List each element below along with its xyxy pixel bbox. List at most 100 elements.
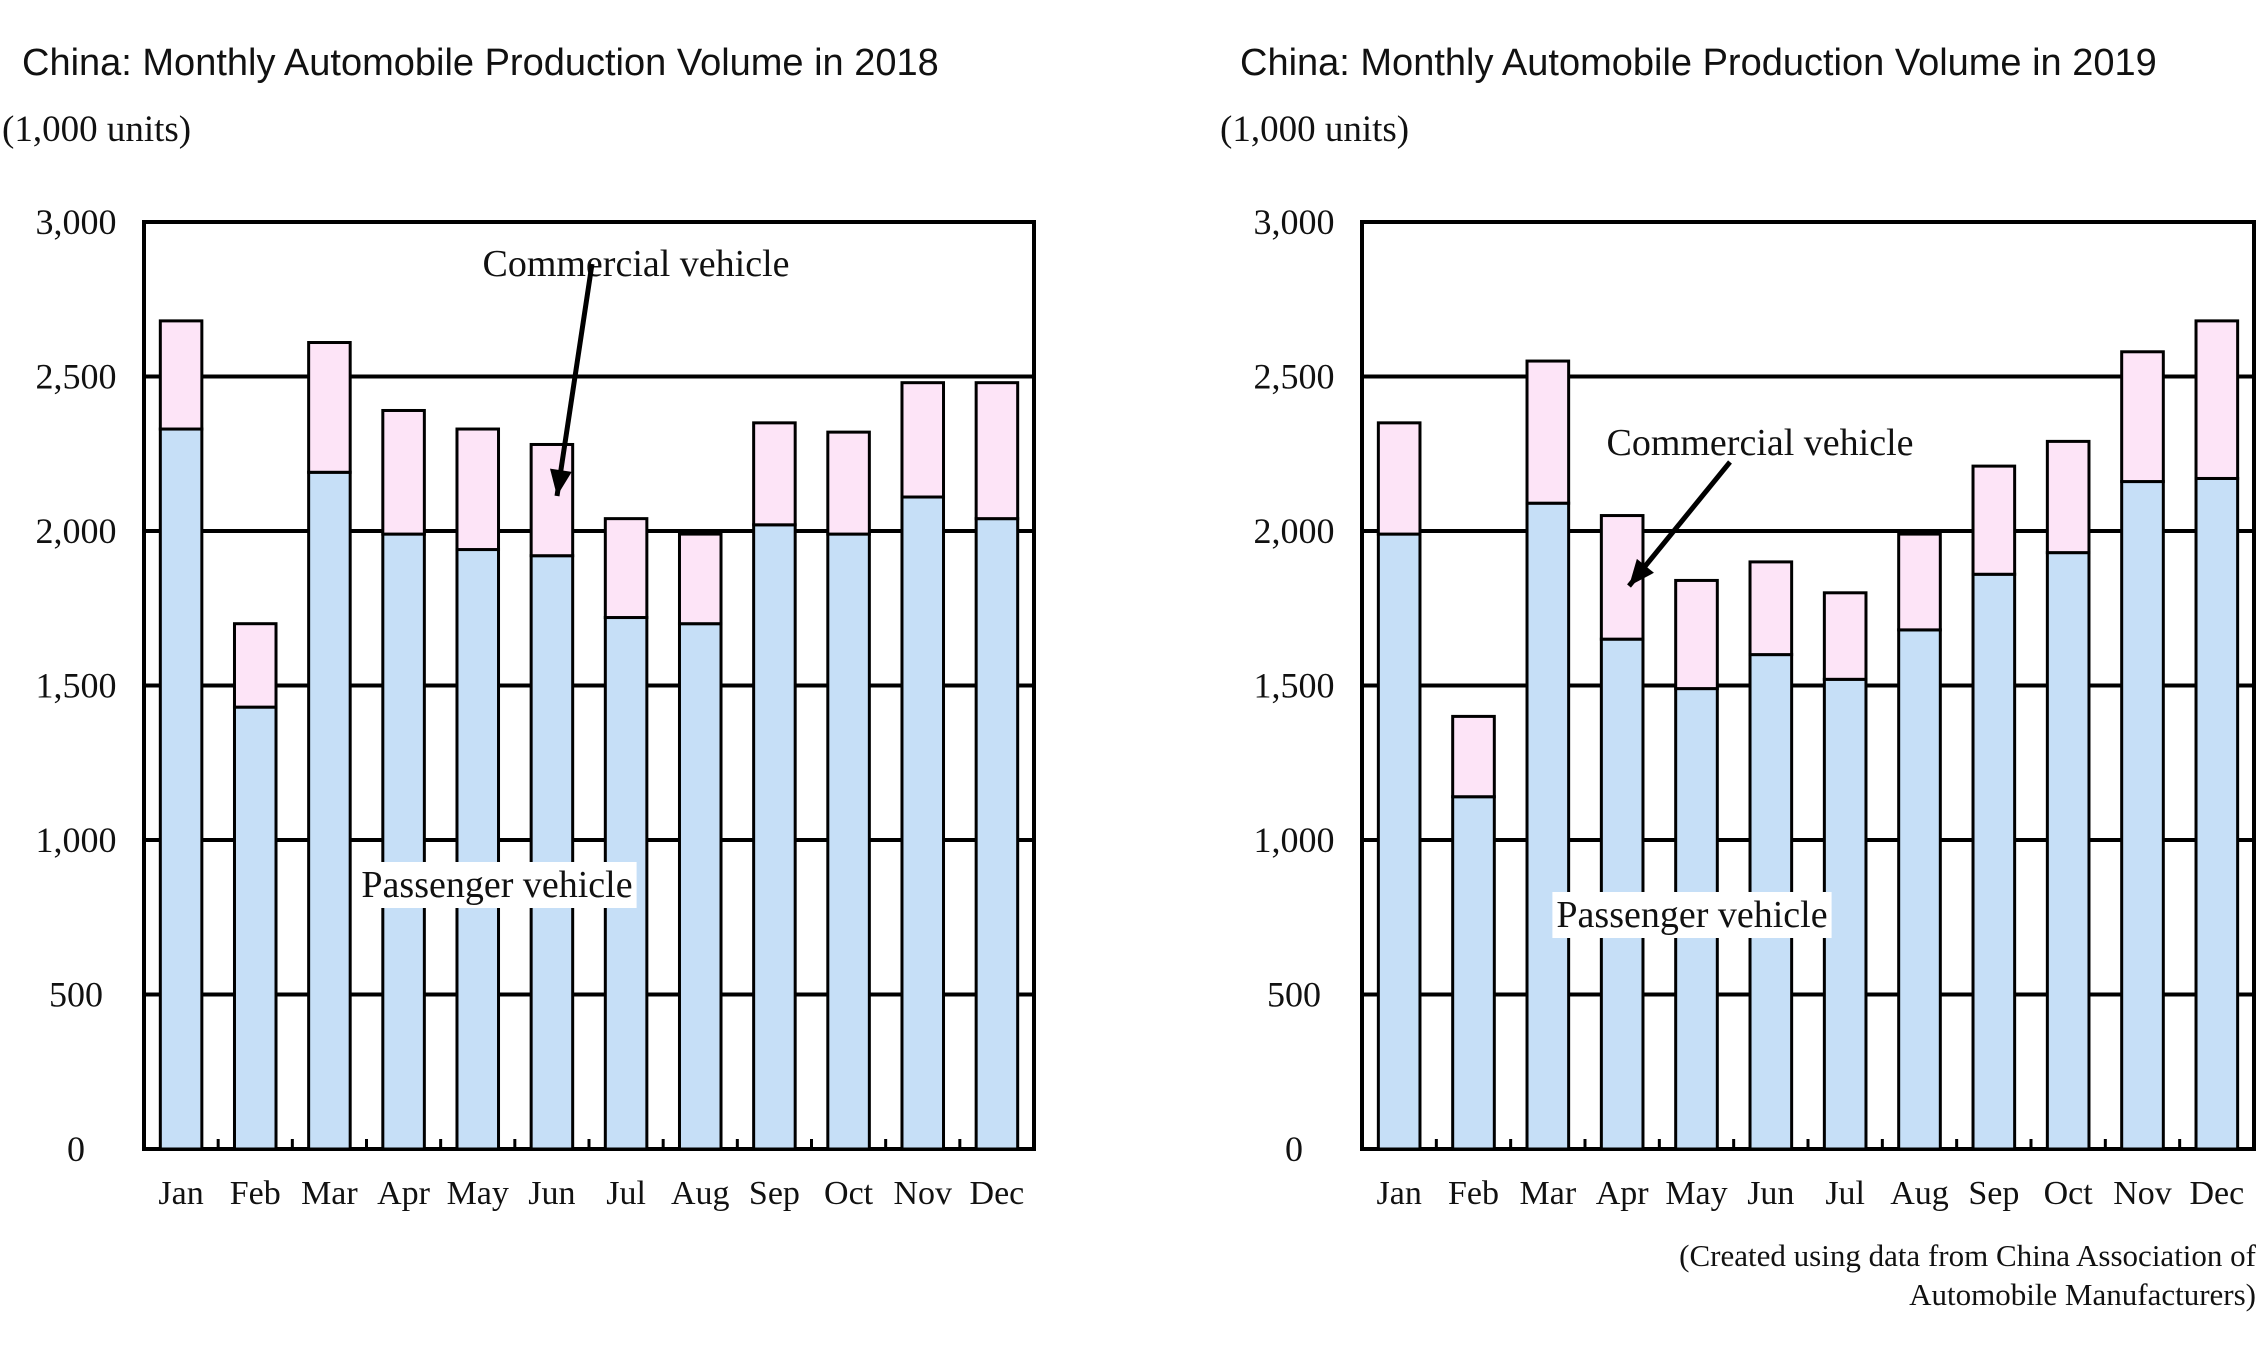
bar-commercial-2019 — [1451, 714, 1496, 799]
bar-commercial-2019 — [1897, 532, 1942, 632]
bar-commercial-2019 — [1525, 359, 1571, 505]
x-tick-label-2018: Oct — [824, 1175, 874, 1212]
annotation-passenger-bg-2019 — [1552, 892, 1832, 938]
bar-commercial-2018 — [455, 427, 501, 552]
bar-passenger-2018 — [232, 705, 278, 1151]
bar-passenger-2018 — [158, 427, 204, 1151]
x-tick-label-2018: Sep — [749, 1175, 800, 1212]
bar-commercial-2018 — [677, 532, 723, 626]
y-tick-label-2019: 3,000 — [1254, 202, 1335, 242]
y-tick-label-2018: 0 — [67, 1129, 85, 1169]
y-tick-label-2019: 2,000 — [1254, 511, 1335, 551]
bar-commercial-2018 — [603, 517, 649, 620]
bar-commercial-2018 — [232, 622, 278, 709]
bar-passenger-2019 — [1376, 532, 1422, 1151]
bar-passenger-2018 — [677, 622, 723, 1151]
y-tick-label-2019: 1,500 — [1254, 666, 1335, 706]
bar-commercial-2019 — [1599, 514, 1645, 641]
bar-passenger-2019 — [2120, 480, 2165, 1151]
bar-commercial-2019 — [2120, 350, 2165, 484]
bar-passenger-2018 — [826, 532, 871, 1151]
bar-commercial-2018 — [529, 442, 575, 558]
annotation-passenger-2019: Passenger vehicle — [1556, 894, 1827, 936]
x-tick-label-2018: Dec — [970, 1175, 1025, 1212]
bar-passenger-2018 — [455, 548, 501, 1151]
y-tick-label-2018: 500 — [49, 975, 103, 1015]
source-note: (Created using data from China Associati… — [1679, 1236, 2256, 1314]
x-tick-label-2019: Aug — [1890, 1175, 1949, 1212]
bar-commercial-2019 — [1376, 421, 1422, 536]
x-tick-label-2018: Apr — [377, 1175, 431, 1212]
y-tick-label-2019: 2,500 — [1254, 357, 1335, 397]
bar-commercial-2018 — [158, 319, 204, 431]
bar-commercial-2019 — [1748, 560, 1794, 657]
chart-title-2018: China: Monthly Automobile Production Vol… — [22, 42, 939, 84]
y-tick-label-2018: 2,500 — [36, 357, 117, 397]
x-tick-label-2018: May — [447, 1175, 509, 1212]
bar-passenger-2018 — [381, 532, 426, 1151]
x-tick-label-2018: Aug — [671, 1175, 730, 1212]
x-tick-label-2019: Nov — [2113, 1175, 2172, 1212]
bar-passenger-2019 — [2045, 551, 2091, 1151]
bar-passenger-2018 — [307, 470, 352, 1151]
x-tick-label-2019: Feb — [1448, 1175, 1499, 1212]
bar-commercial-2018 — [752, 421, 797, 527]
bar-passenger-2019 — [1897, 628, 1942, 1151]
x-tick-label-2019: Mar — [1520, 1175, 1577, 1212]
bar-commercial-2018 — [381, 408, 426, 536]
annotation-arrow-head-2018 — [550, 468, 572, 496]
x-tick-label-2018: Mar — [301, 1175, 358, 1212]
bar-commercial-2019 — [1674, 578, 1719, 691]
bar-passenger-2019 — [1971, 572, 2017, 1151]
x-tick-label-2019: Dec — [2189, 1175, 2244, 1212]
bar-passenger-2019 — [2194, 476, 2240, 1151]
y-tick-label-2018: 1,000 — [36, 820, 117, 860]
y-tick-label-2019: 0 — [1285, 1129, 1303, 1169]
bar-passenger-2018 — [900, 495, 946, 1151]
annotation-passenger-2018: Passenger vehicle — [361, 864, 632, 906]
x-tick-label-2019: Oct — [2044, 1175, 2094, 1212]
x-tick-label-2019: May — [1665, 1175, 1727, 1212]
x-tick-label-2019: Apr — [1596, 1175, 1650, 1212]
bar-commercial-2019 — [1971, 464, 2017, 576]
annotation-arrow-head-2019 — [1629, 558, 1654, 586]
x-tick-label-2018: Jul — [606, 1175, 646, 1212]
x-tick-label-2018: Jan — [158, 1175, 203, 1212]
bar-commercial-2019 — [2194, 319, 2240, 480]
annotation-arrow-line-2019 — [1627, 460, 1732, 588]
bar-commercial-2018 — [900, 381, 946, 499]
y-tick-label-2018: 2,000 — [36, 511, 117, 551]
bar-passenger-2018 — [529, 554, 575, 1151]
annotation-commercial-2018: Commercial vehicle — [482, 243, 789, 285]
chart-panel-2019: 0 500 1,000 1,500 2,000 2,500 3,000 Jan Feb Mar Ap… — [1254, 202, 2256, 1212]
bar-passenger-2019 — [1451, 795, 1496, 1151]
bar-commercial-2018 — [974, 381, 1020, 521]
annotation-passenger-bg-2018 — [357, 862, 637, 908]
y-tick-label-2019: 500 — [1267, 975, 1321, 1015]
y-unit-label-2018: (1,000 units) — [2, 109, 192, 150]
x-tick-label-2019: Jan — [1377, 1175, 1422, 1212]
y-tick-label-2019: 1,000 — [1254, 820, 1335, 860]
annotation-commercial-2019: Commercial vehicle — [1606, 422, 1913, 464]
bar-commercial-2018 — [307, 341, 352, 474]
y-unit-label-2019: (1,000 units) — [1220, 109, 1410, 150]
bar-commercial-2019 — [1822, 591, 1868, 681]
y-tick-label-2018: 1,500 — [36, 666, 117, 706]
bar-passenger-2018 — [752, 523, 797, 1151]
bar-commercial-2019 — [2045, 439, 2091, 555]
bar-passenger-2019 — [1525, 501, 1571, 1151]
source-note-line-2: Automobile Manufacturers) — [1909, 1277, 2256, 1312]
x-tick-label-2019: Jul — [1825, 1175, 1865, 1212]
chart-title-2019: China: Monthly Automobile Production Vol… — [1240, 42, 2157, 84]
x-tick-label-2018: Jun — [528, 1175, 575, 1212]
annotation-arrow-line-2018 — [554, 263, 595, 497]
y-tick-label-2018: 3,000 — [36, 202, 117, 242]
x-tick-label-2019: Sep — [1968, 1175, 2019, 1212]
bar-passenger-2018 — [974, 517, 1020, 1151]
source-note-line-1: (Created using data from China Associati… — [1679, 1238, 2256, 1273]
x-tick-label-2018: Feb — [230, 1175, 281, 1212]
x-tick-label-2018: Nov — [893, 1175, 952, 1212]
chart-panel-2018: 0 500 1,000 1,500 2,000 2,500 3,000 Jan Feb Mar Ap… — [36, 202, 1036, 1212]
x-tick-label-2019: Jun — [1747, 1175, 1794, 1212]
